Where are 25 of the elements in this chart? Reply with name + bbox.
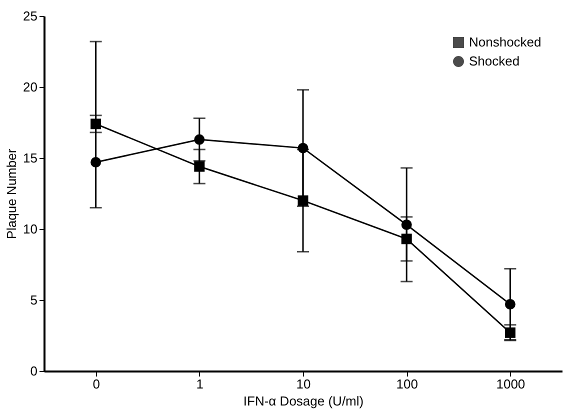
y-tick-label: 5: [30, 292, 38, 308]
point: [401, 234, 412, 244]
x-tick-label: 1: [196, 376, 204, 392]
y-tick-label: 10: [23, 222, 38, 236]
x-tick-label: 10: [296, 376, 311, 392]
point: [90, 157, 102, 168]
point: [504, 299, 516, 310]
y-axis-title: Plaque Number: [4, 148, 20, 240]
point: [504, 327, 516, 338]
point: [401, 220, 412, 230]
y-tick-label: 15: [23, 150, 38, 166]
point: [194, 161, 205, 172]
x-tick-label: 100: [396, 376, 418, 392]
legend-label: Nonshocked: [469, 34, 542, 50]
point: [298, 142, 308, 154]
x-tick-label: 1000: [496, 376, 526, 392]
point: [90, 118, 102, 130]
x-axis-title: IFN-α Dosage (U/ml): [243, 394, 364, 408]
y-tick-label: 25: [23, 8, 38, 24]
point: [298, 195, 308, 206]
point: [194, 134, 205, 145]
x-tick-label: 0: [92, 376, 100, 392]
y-tick-label: 20: [23, 80, 38, 94]
legend-label: Shocked: [469, 54, 520, 68]
y-tick-label: 0: [30, 364, 38, 378]
